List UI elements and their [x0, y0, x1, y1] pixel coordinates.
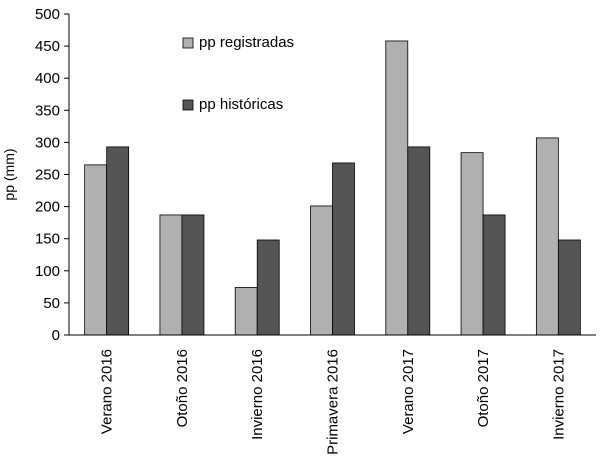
- x-category-labels: Verano 2016 Otoño 2016 Invierno 2016 Primav…: [99, 349, 568, 455]
- bar-registradas: [234, 287, 258, 336]
- y-tick-label: 350: [35, 102, 60, 119]
- x-category-label: Verano 2017: [400, 349, 417, 434]
- y-tick-label: 400: [35, 70, 60, 87]
- bar-registradas: [84, 164, 108, 336]
- x-category-label: Otoño 2016: [174, 349, 191, 427]
- legend-swatch: [182, 37, 194, 49]
- y-tick-label: 0: [52, 327, 60, 344]
- y-ticks: 0 50 100 150 200 250 300 350 400 450 500: [35, 6, 69, 344]
- legend-label: pp históricas: [199, 96, 283, 113]
- bar-registradas: [159, 214, 183, 336]
- y-tick-label: 200: [35, 199, 60, 216]
- bar-historicas: [181, 214, 205, 336]
- y-tick-label: 450: [35, 38, 60, 55]
- y-tick-label: 500: [35, 6, 60, 23]
- legend: pp registradas pp históricas: [182, 34, 294, 113]
- bar-historicas: [482, 214, 506, 336]
- y-tick-label: 100: [35, 263, 60, 280]
- y-tick-label: 50: [43, 295, 60, 312]
- x-category-label: Invierno 2016: [249, 349, 266, 440]
- bar-registradas: [535, 137, 559, 336]
- legend-label: pp registradas: [199, 34, 294, 51]
- legend-swatch: [182, 99, 194, 111]
- bar-historicas: [332, 162, 355, 336]
- y-tick-label: 300: [35, 134, 60, 151]
- y-tick-label: 250: [35, 167, 60, 184]
- y-axis-title: pp (mm): [1, 148, 17, 200]
- x-category-label: Otoño 2017: [475, 349, 492, 427]
- x-category-label: Verano 2016: [99, 349, 116, 434]
- bar-historicas: [106, 146, 130, 336]
- bar-registradas: [460, 152, 484, 336]
- bars-layer: [84, 40, 581, 336]
- bar-historicas: [557, 239, 581, 336]
- bar-registradas: [310, 205, 333, 336]
- bar-historicas: [407, 146, 431, 336]
- y-tick-label: 150: [35, 231, 60, 248]
- bar-historicas: [256, 239, 280, 336]
- bar-registradas: [385, 40, 409, 336]
- x-category-label: Invierno 2017: [550, 349, 567, 440]
- x-category-label: Primavera 2016: [325, 349, 342, 455]
